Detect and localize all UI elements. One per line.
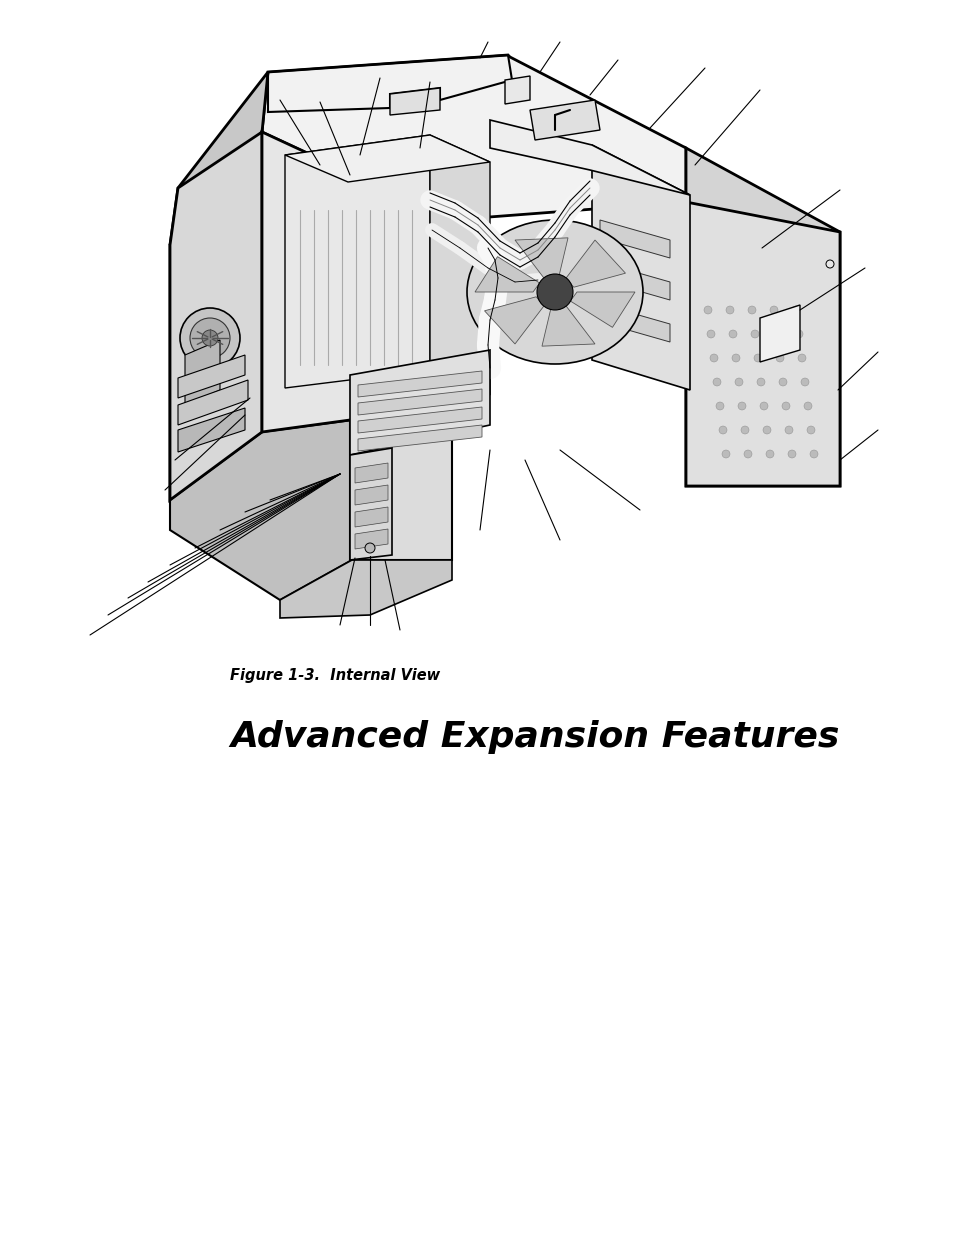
Polygon shape [599, 304, 669, 342]
Circle shape [797, 354, 805, 362]
Polygon shape [530, 100, 599, 140]
Circle shape [753, 354, 761, 362]
Circle shape [731, 354, 740, 362]
Polygon shape [285, 135, 430, 388]
Polygon shape [760, 305, 800, 362]
Polygon shape [170, 132, 262, 500]
Polygon shape [490, 120, 689, 195]
Polygon shape [262, 56, 685, 220]
Polygon shape [430, 135, 490, 395]
Polygon shape [390, 88, 439, 115]
Polygon shape [178, 380, 248, 425]
Polygon shape [592, 144, 689, 390]
Circle shape [734, 378, 742, 387]
Circle shape [801, 378, 808, 387]
Circle shape [760, 403, 767, 410]
Circle shape [787, 450, 795, 458]
Polygon shape [355, 529, 388, 550]
Polygon shape [170, 420, 352, 600]
Polygon shape [170, 132, 262, 500]
Polygon shape [357, 408, 481, 433]
Polygon shape [185, 340, 220, 405]
Circle shape [762, 426, 770, 433]
Text: Advanced Expansion Features: Advanced Expansion Features [230, 720, 839, 755]
Circle shape [750, 330, 759, 338]
Circle shape [775, 354, 783, 362]
Polygon shape [170, 72, 268, 245]
Circle shape [747, 306, 755, 314]
Circle shape [716, 403, 723, 410]
Polygon shape [262, 132, 452, 432]
Circle shape [772, 330, 781, 338]
Circle shape [738, 403, 745, 410]
Circle shape [712, 378, 720, 387]
Circle shape [784, 426, 792, 433]
Polygon shape [350, 420, 452, 559]
Polygon shape [484, 296, 543, 345]
Polygon shape [685, 203, 840, 487]
Circle shape [202, 330, 218, 346]
Circle shape [537, 274, 573, 310]
Circle shape [740, 426, 748, 433]
Polygon shape [475, 257, 539, 291]
Polygon shape [504, 77, 530, 104]
Polygon shape [285, 135, 490, 182]
Circle shape [757, 378, 764, 387]
Circle shape [703, 306, 711, 314]
Polygon shape [357, 370, 481, 396]
Polygon shape [350, 448, 392, 559]
Circle shape [706, 330, 714, 338]
Polygon shape [685, 148, 840, 487]
Circle shape [180, 308, 240, 368]
Circle shape [825, 261, 833, 268]
Circle shape [809, 450, 817, 458]
Polygon shape [565, 240, 625, 288]
Circle shape [721, 450, 729, 458]
Circle shape [781, 403, 789, 410]
Circle shape [806, 426, 814, 433]
Polygon shape [178, 408, 245, 452]
Circle shape [803, 403, 811, 410]
Circle shape [779, 378, 786, 387]
Polygon shape [357, 389, 481, 415]
Circle shape [769, 306, 778, 314]
Circle shape [709, 354, 718, 362]
Polygon shape [599, 262, 669, 300]
Polygon shape [355, 508, 388, 527]
Polygon shape [178, 354, 245, 398]
Polygon shape [515, 238, 567, 278]
Circle shape [190, 317, 230, 358]
Polygon shape [357, 425, 481, 451]
Ellipse shape [467, 220, 642, 364]
Polygon shape [541, 306, 595, 346]
Circle shape [728, 330, 737, 338]
Circle shape [794, 330, 802, 338]
Circle shape [725, 306, 733, 314]
Circle shape [719, 426, 726, 433]
Polygon shape [570, 291, 635, 327]
Polygon shape [280, 559, 452, 618]
Circle shape [765, 450, 773, 458]
Polygon shape [350, 350, 490, 454]
Circle shape [365, 543, 375, 553]
Polygon shape [599, 220, 669, 258]
Polygon shape [355, 485, 388, 505]
Text: Figure 1-3.  Internal View: Figure 1-3. Internal View [230, 668, 439, 683]
Circle shape [791, 306, 800, 314]
Polygon shape [355, 463, 388, 483]
Circle shape [743, 450, 751, 458]
